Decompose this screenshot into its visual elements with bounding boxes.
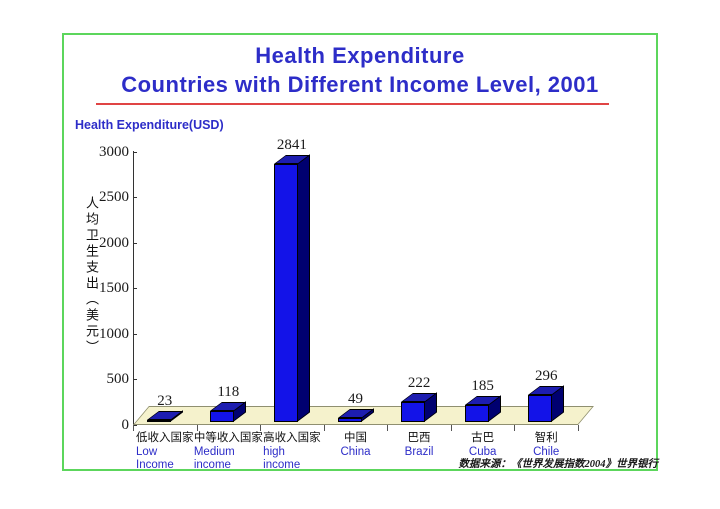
bar-value-label: 222 [407,375,431,391]
bar-value-label: 118 [217,384,240,400]
x-axis-tick-mark [260,425,262,431]
y-tick-mark [133,379,137,381]
y-tick-1000: 1000 [89,325,137,343]
x-label-en: China [340,446,371,458]
slide-title: Health Expenditure Countries with Differ… [62,41,658,99]
bar-front-face [401,402,426,422]
y-tick-mark [133,288,137,290]
x-label-cn: 低收入国家 [136,432,194,444]
x-label-medium-income: 中等收入国家 Medium income [194,431,263,471]
x-label-cuba: 古巴 Cuba [469,431,497,459]
y-tick-1500: 1500 [89,279,137,297]
x-label-cn: 中国 [344,432,367,444]
x-axis-tick-mark [323,425,325,431]
bar-front-face [528,395,553,422]
bar-low-income: 23 [146,393,183,422]
y-tick-2500: 2500 [89,188,137,206]
y-tick-mark [133,242,137,244]
y-axis-line [133,151,134,425]
x-label-en: Medium income [193,446,235,471]
y-axis-unit-label: Health Expenditure(USD) [75,118,224,132]
x-label-high-income: 高收入国家 high income [263,431,321,471]
bar-side-face [296,154,310,422]
x-label-cn: 古巴 [471,432,495,444]
x-axis-tick-mark [450,425,452,431]
bar-value-label: 49 [348,391,363,407]
title-line-2: Countries with Different Income Level, 2… [121,72,599,97]
bar-value-label: 185 [471,378,494,394]
y-tick-3000: 3000 [89,143,137,161]
bar-chile: 296 [528,368,565,422]
bar-cuba: 185 [464,378,501,422]
x-label-cn: 智利 [534,432,558,444]
x-label-en: Cuba [468,446,497,458]
y-tick-500: 500 [89,370,137,388]
y-tick-mark [133,197,137,199]
x-label-china: 中国 China [340,431,370,459]
x-label-en: high income [263,446,301,471]
y-tick-mark [133,425,137,426]
title-underline [96,103,609,105]
x-label-en: Chile [533,446,560,458]
bar-front-face [210,411,235,422]
bar-value-label: 296 [534,368,558,384]
bar-china: 49 [337,391,374,422]
bar-front-face [146,420,171,422]
x-label-chile: 智利 Chile [533,431,559,459]
x-axis-tick-mark [133,425,134,431]
source-note: 数据来源：《世界发展指数2004》世界银行 [458,459,659,470]
title-line-1: Health Expenditure [255,43,465,68]
bar-front-face [337,418,362,422]
y-axis-vertical-label: 人均卫生支出（美元） [84,196,99,356]
x-label-cn: 巴西 [407,432,431,444]
bar-brazil: 222 [401,375,438,422]
bar-value-label: 23 [157,393,173,409]
x-label-low-income: 低收入国家 Low Income [136,431,194,471]
bar-front-face [273,164,298,422]
x-axis-tick-mark [514,425,516,431]
y-tick-mark [133,333,137,335]
x-label-en: Low Income [136,446,174,471]
x-axis-tick-mark [196,425,198,431]
bar-high-income: 2841 [273,137,310,422]
bar-medium-income: 118 [210,384,247,422]
x-label-en: Brazil [404,446,434,458]
x-label-cn: 高收入国家 [263,432,321,444]
bar-front-face [464,405,489,422]
x-axis-tick-mark [387,425,389,431]
x-label-brazil: 巴西 Brazil [405,431,434,459]
y-tick-2000: 2000 [89,234,137,252]
bar-value-label: 2841 [276,137,307,153]
x-label-cn: 中等收入国家 [193,432,263,444]
y-tick-mark [133,151,137,153]
y-tick-0: 0 [89,416,137,434]
x-axis-tick-mark [578,425,579,431]
